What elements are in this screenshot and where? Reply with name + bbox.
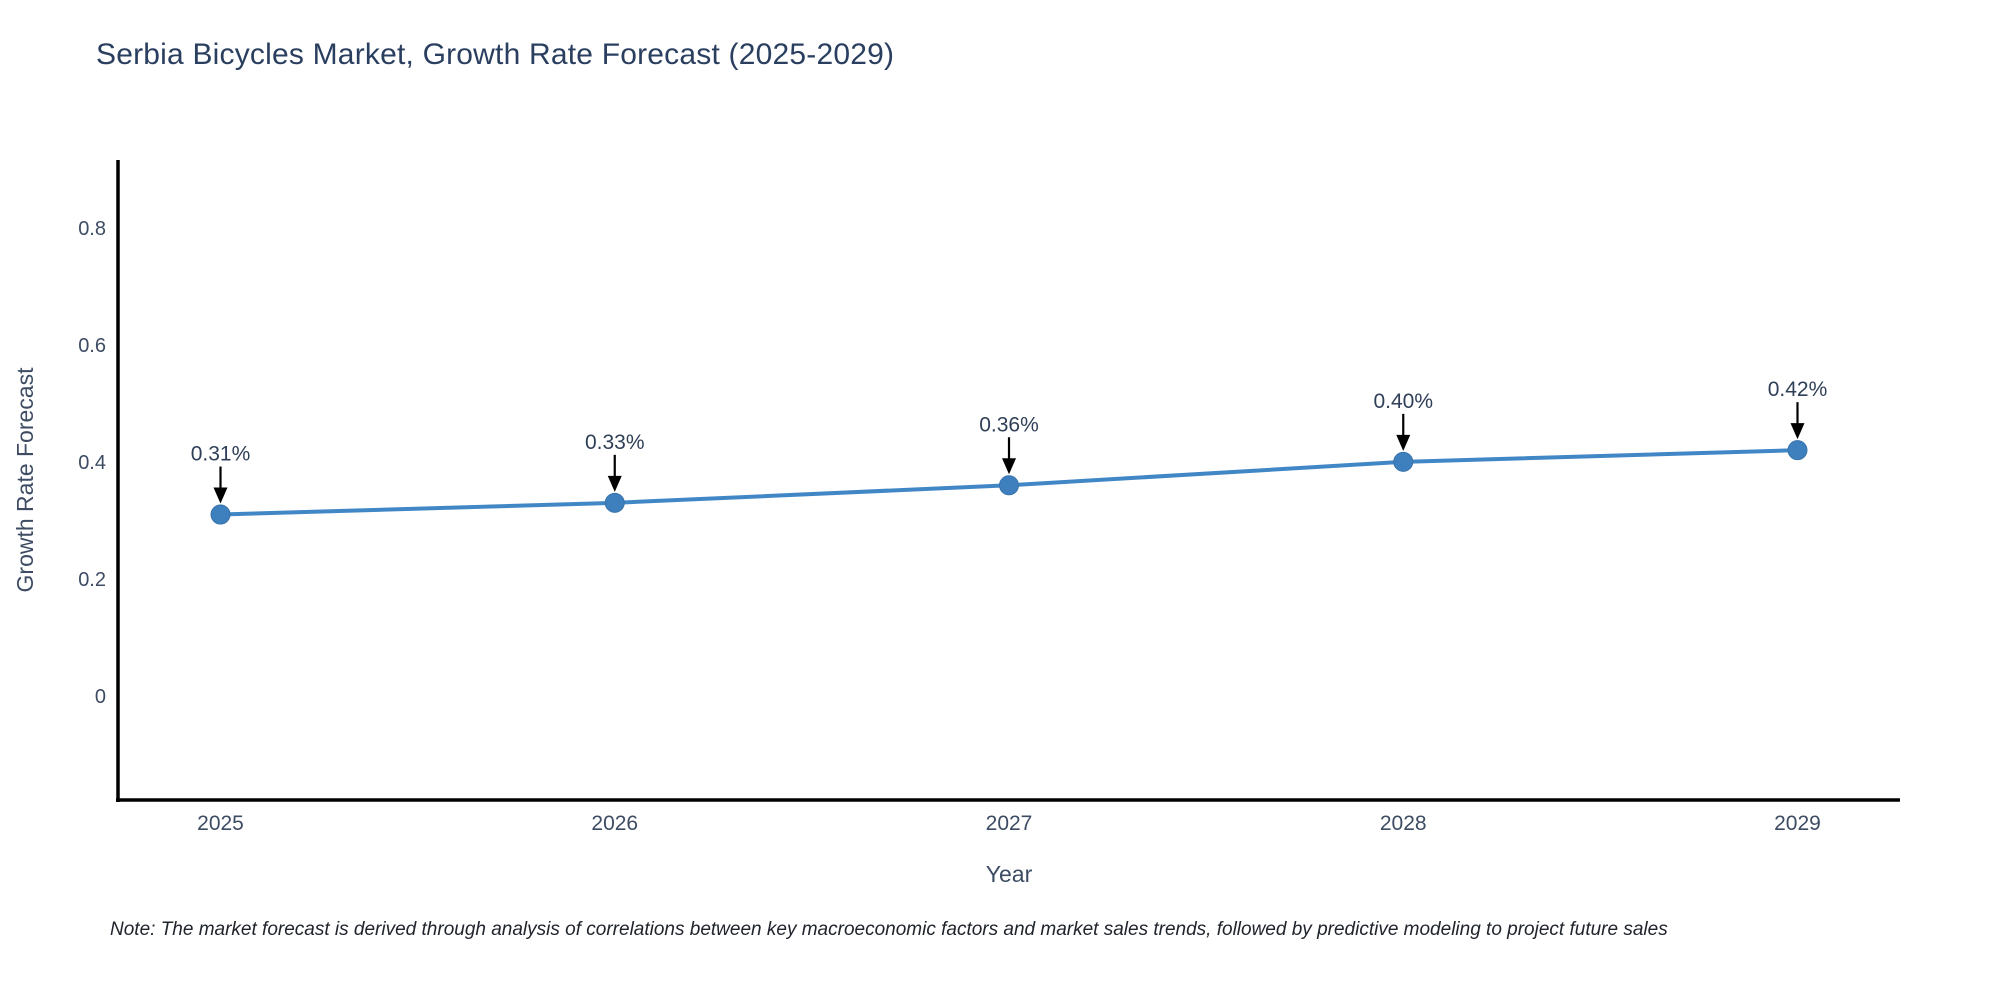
annotation-label: 0.33% — [585, 431, 645, 454]
annotation-label: 0.31% — [191, 443, 251, 466]
x-tick-label: 2028 — [1380, 812, 1427, 835]
annotation-arrowhead — [1790, 423, 1805, 440]
data-point-marker — [1393, 451, 1414, 472]
x-tick-label: 2025 — [197, 812, 244, 835]
y-tick-label: 0.8 — [78, 218, 106, 240]
x-tick-label: 2029 — [1774, 812, 1821, 835]
data-point-marker — [1787, 440, 1808, 461]
annotation-label: 0.36% — [979, 413, 1039, 436]
y-tick-label: 0.2 — [78, 569, 106, 591]
annotation-arrowhead — [213, 487, 228, 504]
y-tick-label: 0.4 — [78, 452, 106, 474]
annotation-arrowhead — [607, 475, 622, 492]
data-point-marker — [999, 475, 1019, 496]
annotation-label: 0.42% — [1768, 378, 1828, 401]
x-tick-label: 2026 — [591, 812, 638, 835]
data-point-marker — [210, 504, 231, 525]
chart-title: Serbia Bicycles Market, Growth Rate Fore… — [96, 38, 895, 71]
annotation-arrowhead — [1002, 458, 1016, 475]
data-point-marker — [604, 492, 625, 513]
x-tick-label: 2027 — [986, 812, 1033, 835]
y-tick-label: 0.6 — [78, 335, 106, 357]
footnote: Note: The market forecast is derived thr… — [110, 919, 1668, 940]
annotation-arrowhead — [1396, 434, 1411, 451]
x-axis-title: Year — [985, 861, 1033, 887]
annotation-label: 0.40% — [1373, 390, 1433, 413]
y-tick-label: 0 — [95, 686, 106, 708]
